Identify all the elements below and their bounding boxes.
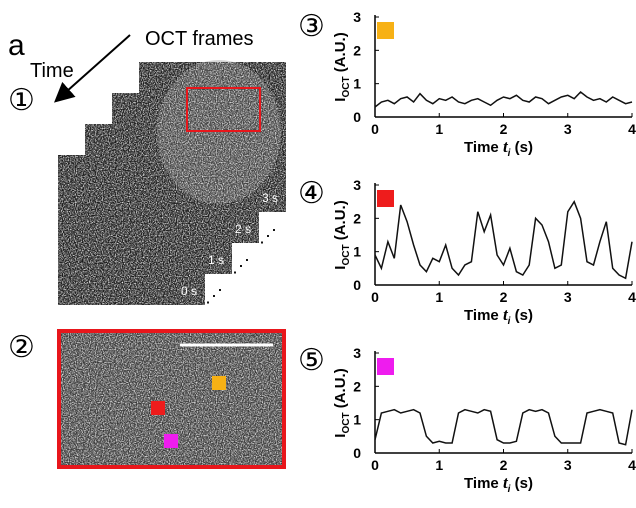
- step-number: ②: [8, 330, 35, 365]
- time-label: Time: [30, 60, 74, 82]
- x-tick-label: 2: [500, 457, 508, 473]
- signal-line: [374, 408, 633, 446]
- x-label-var: t: [503, 473, 509, 492]
- x-tick-label: 4: [628, 457, 636, 473]
- y-axis-label: IOCT (A.U.): [332, 32, 352, 101]
- frame-time: 2 s: [235, 222, 251, 236]
- x-label-var: t: [503, 137, 509, 156]
- signal-line: [374, 200, 633, 280]
- frame-time: 1 s: [208, 253, 224, 267]
- y-label-sub: OCT: [341, 412, 352, 433]
- ellipsis: ⋰: [232, 256, 250, 276]
- site-marker: [164, 434, 178, 448]
- y-axis-label: IOCT (A.U.): [332, 200, 352, 269]
- x-tick-label: 2: [500, 121, 508, 137]
- x-axis-label: Time ti (s): [464, 137, 533, 159]
- frame-time: 0 s: [181, 284, 197, 298]
- x-tick-label: 1: [435, 289, 443, 305]
- y-tick-label: 3: [353, 9, 361, 25]
- time-arrow: [54, 34, 131, 103]
- y-tick-label: 3: [353, 177, 361, 193]
- x-tick-label: 0: [371, 289, 379, 305]
- x-axis-label: Time ti (s): [464, 305, 533, 327]
- y-label-main: I: [332, 266, 349, 270]
- step-number: ③: [298, 9, 325, 44]
- y-tick-label: 3: [353, 345, 361, 361]
- frames-label: OCT frames: [145, 28, 254, 50]
- x-tick-label: 3: [564, 289, 572, 305]
- x-label-main: Time: [464, 475, 503, 492]
- x-label-sub: i: [508, 316, 511, 327]
- x-tick-label: 0: [371, 457, 379, 473]
- y-label-sub: OCT: [341, 76, 352, 97]
- y-tick-label: 2: [353, 42, 361, 58]
- signal-line: [374, 90, 633, 108]
- x-label-rest: (s): [510, 307, 533, 324]
- step-number: ①: [8, 83, 35, 118]
- ellipsis: ⋰: [205, 286, 223, 306]
- roi-box: [186, 87, 261, 132]
- y-label-rest: (A.U.): [332, 368, 349, 412]
- x-label-main: Time: [464, 139, 503, 156]
- x-tick-label: 4: [628, 289, 636, 305]
- x-tick-label: 3: [564, 457, 572, 473]
- x-label-sub: i: [508, 148, 511, 159]
- x-label-rest: (s): [510, 475, 533, 492]
- y-tick-label: 2: [353, 378, 361, 394]
- y-label-main: I: [332, 98, 349, 102]
- x-tick-label: 4: [628, 121, 636, 137]
- x-label-main: Time: [464, 307, 503, 324]
- y-tick-label: 0: [353, 109, 361, 125]
- site-marker: [151, 401, 165, 415]
- x-tick-label: 3: [564, 121, 572, 137]
- x-label-rest: (s): [510, 139, 533, 156]
- site-marker: [377, 358, 394, 375]
- x-label-var: t: [503, 305, 509, 324]
- y-tick-label: 0: [353, 445, 361, 461]
- site-marker: [377, 190, 394, 207]
- panel-letter: a: [8, 29, 25, 62]
- y-tick-label: 1: [353, 412, 361, 428]
- x-label-sub: i: [508, 484, 511, 495]
- site-marker: [212, 376, 226, 390]
- frame-stack: 0 s 1 s 2 s 3 s ⋰ ⋰ ⋰: [58, 60, 286, 306]
- x-tick-label: 0: [371, 121, 379, 137]
- y-label-sub: OCT: [341, 244, 352, 265]
- y-label-rest: (A.U.): [332, 200, 349, 244]
- frame-time: 3 s: [262, 191, 278, 205]
- roi-panel: [57, 329, 286, 469]
- ellipsis: ⋰: [259, 226, 277, 246]
- roi-border: [57, 329, 286, 469]
- y-tick-label: 1: [353, 76, 361, 92]
- x-tick-label: 1: [435, 121, 443, 137]
- step-number: ⑤: [298, 343, 325, 378]
- x-axis-label: Time ti (s): [464, 473, 533, 495]
- y-tick-label: 1: [353, 244, 361, 260]
- y-tick-label: 0: [353, 277, 361, 293]
- x-tick-label: 1: [435, 457, 443, 473]
- frame-speckle: [139, 62, 286, 212]
- y-label-rest: (A.U.): [332, 32, 349, 76]
- y-tick-label: 2: [353, 210, 361, 226]
- y-label-main: I: [332, 434, 349, 438]
- x-tick-label: 2: [500, 289, 508, 305]
- y-axis-label: IOCT (A.U.): [332, 368, 352, 437]
- site-marker: [377, 22, 394, 39]
- step-number: ④: [298, 176, 325, 211]
